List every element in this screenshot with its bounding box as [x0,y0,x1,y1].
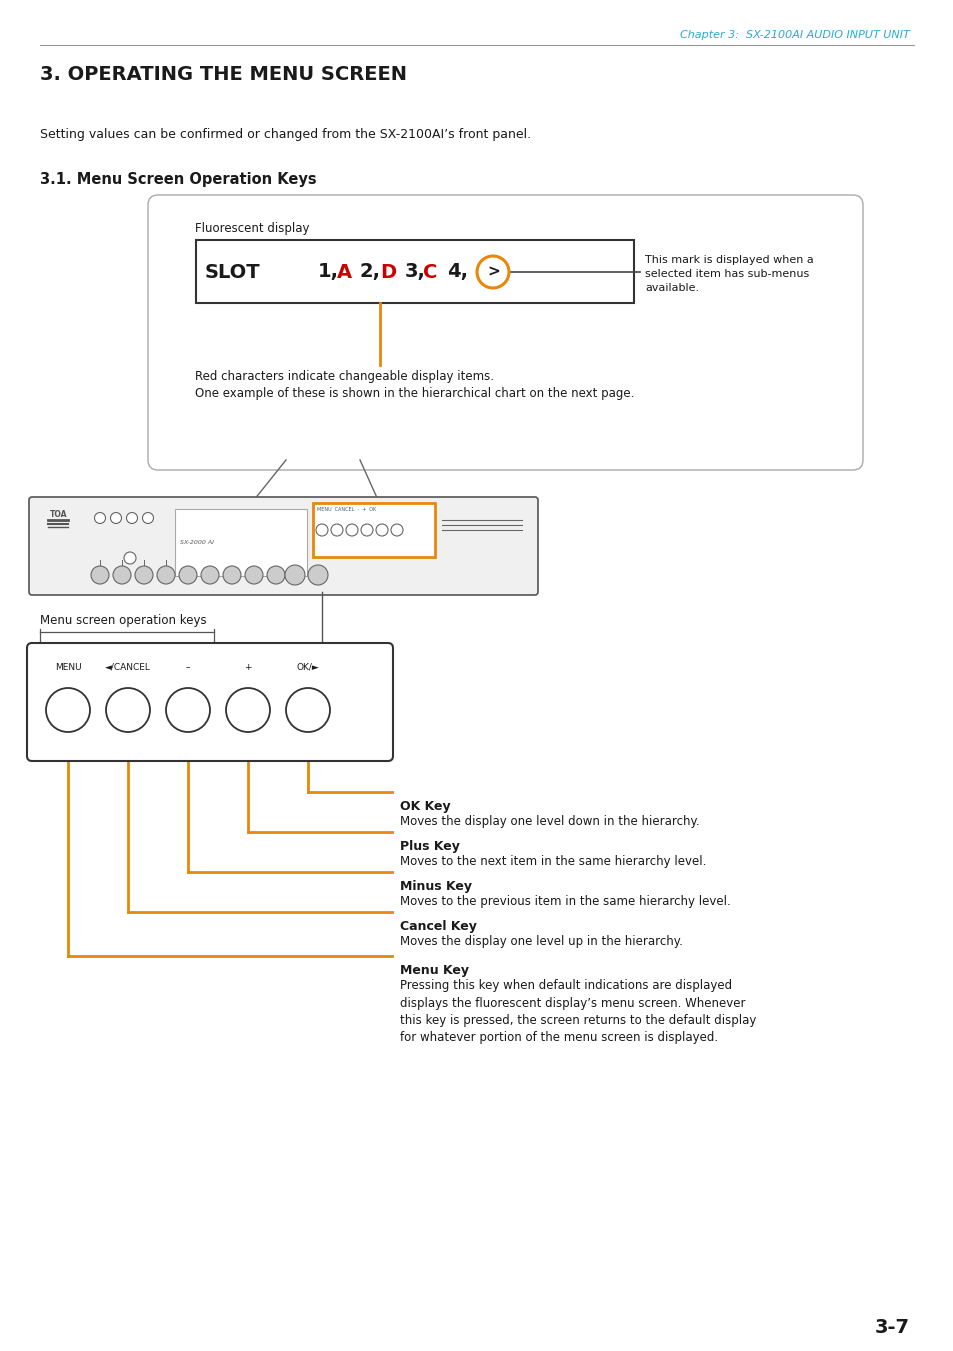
FancyBboxPatch shape [195,240,634,303]
Text: Fluorescent display: Fluorescent display [194,222,309,235]
Circle shape [127,512,137,523]
Text: Moves the display one level down in the hierarchy.: Moves the display one level down in the … [399,815,699,828]
Circle shape [315,524,328,536]
Text: Red characters indicate changeable display items.: Red characters indicate changeable displ… [194,370,494,382]
Text: Pressing this key when default indications are displayed
displays the fluorescen: Pressing this key when default indicatio… [399,979,756,1044]
Text: TOA: TOA [50,509,68,519]
FancyBboxPatch shape [148,195,862,470]
Text: 4,: 4, [447,262,468,281]
Text: 3. OPERATING THE MENU SCREEN: 3. OPERATING THE MENU SCREEN [40,65,407,84]
Text: OK/►: OK/► [296,663,319,671]
Text: Setting values can be confirmed or changed from the SX-2100AI’s front panel.: Setting values can be confirmed or chang… [40,128,531,141]
Text: MENU: MENU [54,663,81,671]
Text: OK Key: OK Key [399,800,450,813]
Text: One example of these is shown in the hierarchical chart on the next page.: One example of these is shown in the hie… [194,386,634,400]
FancyBboxPatch shape [27,643,393,761]
Text: 3,: 3, [405,262,425,281]
Text: MENU  CANCEL  -  +  OK: MENU CANCEL - + OK [316,507,375,512]
Circle shape [135,566,152,584]
Circle shape [226,688,270,732]
Text: C: C [422,262,436,281]
Circle shape [201,566,219,584]
Circle shape [245,566,263,584]
Circle shape [91,566,109,584]
Circle shape [94,512,106,523]
Circle shape [346,524,357,536]
Circle shape [285,565,305,585]
Text: Menu screen operation keys: Menu screen operation keys [40,613,207,627]
FancyBboxPatch shape [174,509,307,576]
Text: 3-7: 3-7 [874,1319,909,1337]
Circle shape [106,688,150,732]
Circle shape [124,553,136,563]
Circle shape [111,512,121,523]
Text: Chapter 3:  SX-2100AI AUDIO INPUT UNIT: Chapter 3: SX-2100AI AUDIO INPUT UNIT [679,30,909,41]
Text: +: + [244,663,252,671]
Circle shape [112,566,131,584]
FancyBboxPatch shape [313,503,435,557]
Text: 2,: 2, [359,262,380,281]
Circle shape [375,524,388,536]
FancyBboxPatch shape [29,497,537,594]
Text: A: A [336,262,352,281]
Circle shape [46,688,90,732]
Circle shape [476,255,509,288]
Text: Cancel Key: Cancel Key [399,920,476,934]
Text: Minus Key: Minus Key [399,880,472,893]
Text: Moves the display one level up in the hierarchy.: Moves the display one level up in the hi… [399,935,682,948]
Text: ◄/CANCEL: ◄/CANCEL [105,663,151,671]
Circle shape [157,566,174,584]
Circle shape [267,566,285,584]
Circle shape [308,565,328,585]
Text: 1,: 1, [317,262,338,281]
Circle shape [179,566,196,584]
Text: D: D [379,262,395,281]
Text: SLOT: SLOT [205,262,260,281]
Text: Moves to the next item in the same hierarchy level.: Moves to the next item in the same hiera… [399,855,705,867]
Text: >: > [487,265,500,280]
Text: 3.1. Menu Screen Operation Keys: 3.1. Menu Screen Operation Keys [40,172,316,186]
Text: Menu Key: Menu Key [399,965,469,977]
Text: Moves to the previous item in the same hierarchy level.: Moves to the previous item in the same h… [399,894,730,908]
Circle shape [331,524,343,536]
Text: Plus Key: Plus Key [399,840,459,852]
Circle shape [286,688,330,732]
Circle shape [223,566,241,584]
Circle shape [391,524,402,536]
Text: This mark is displayed when a
selected item has sub-menus
available.: This mark is displayed when a selected i… [644,255,813,293]
Text: SX-2000 AI: SX-2000 AI [180,540,213,544]
Circle shape [360,524,373,536]
Text: –: – [186,663,190,671]
Circle shape [142,512,153,523]
Circle shape [166,688,210,732]
